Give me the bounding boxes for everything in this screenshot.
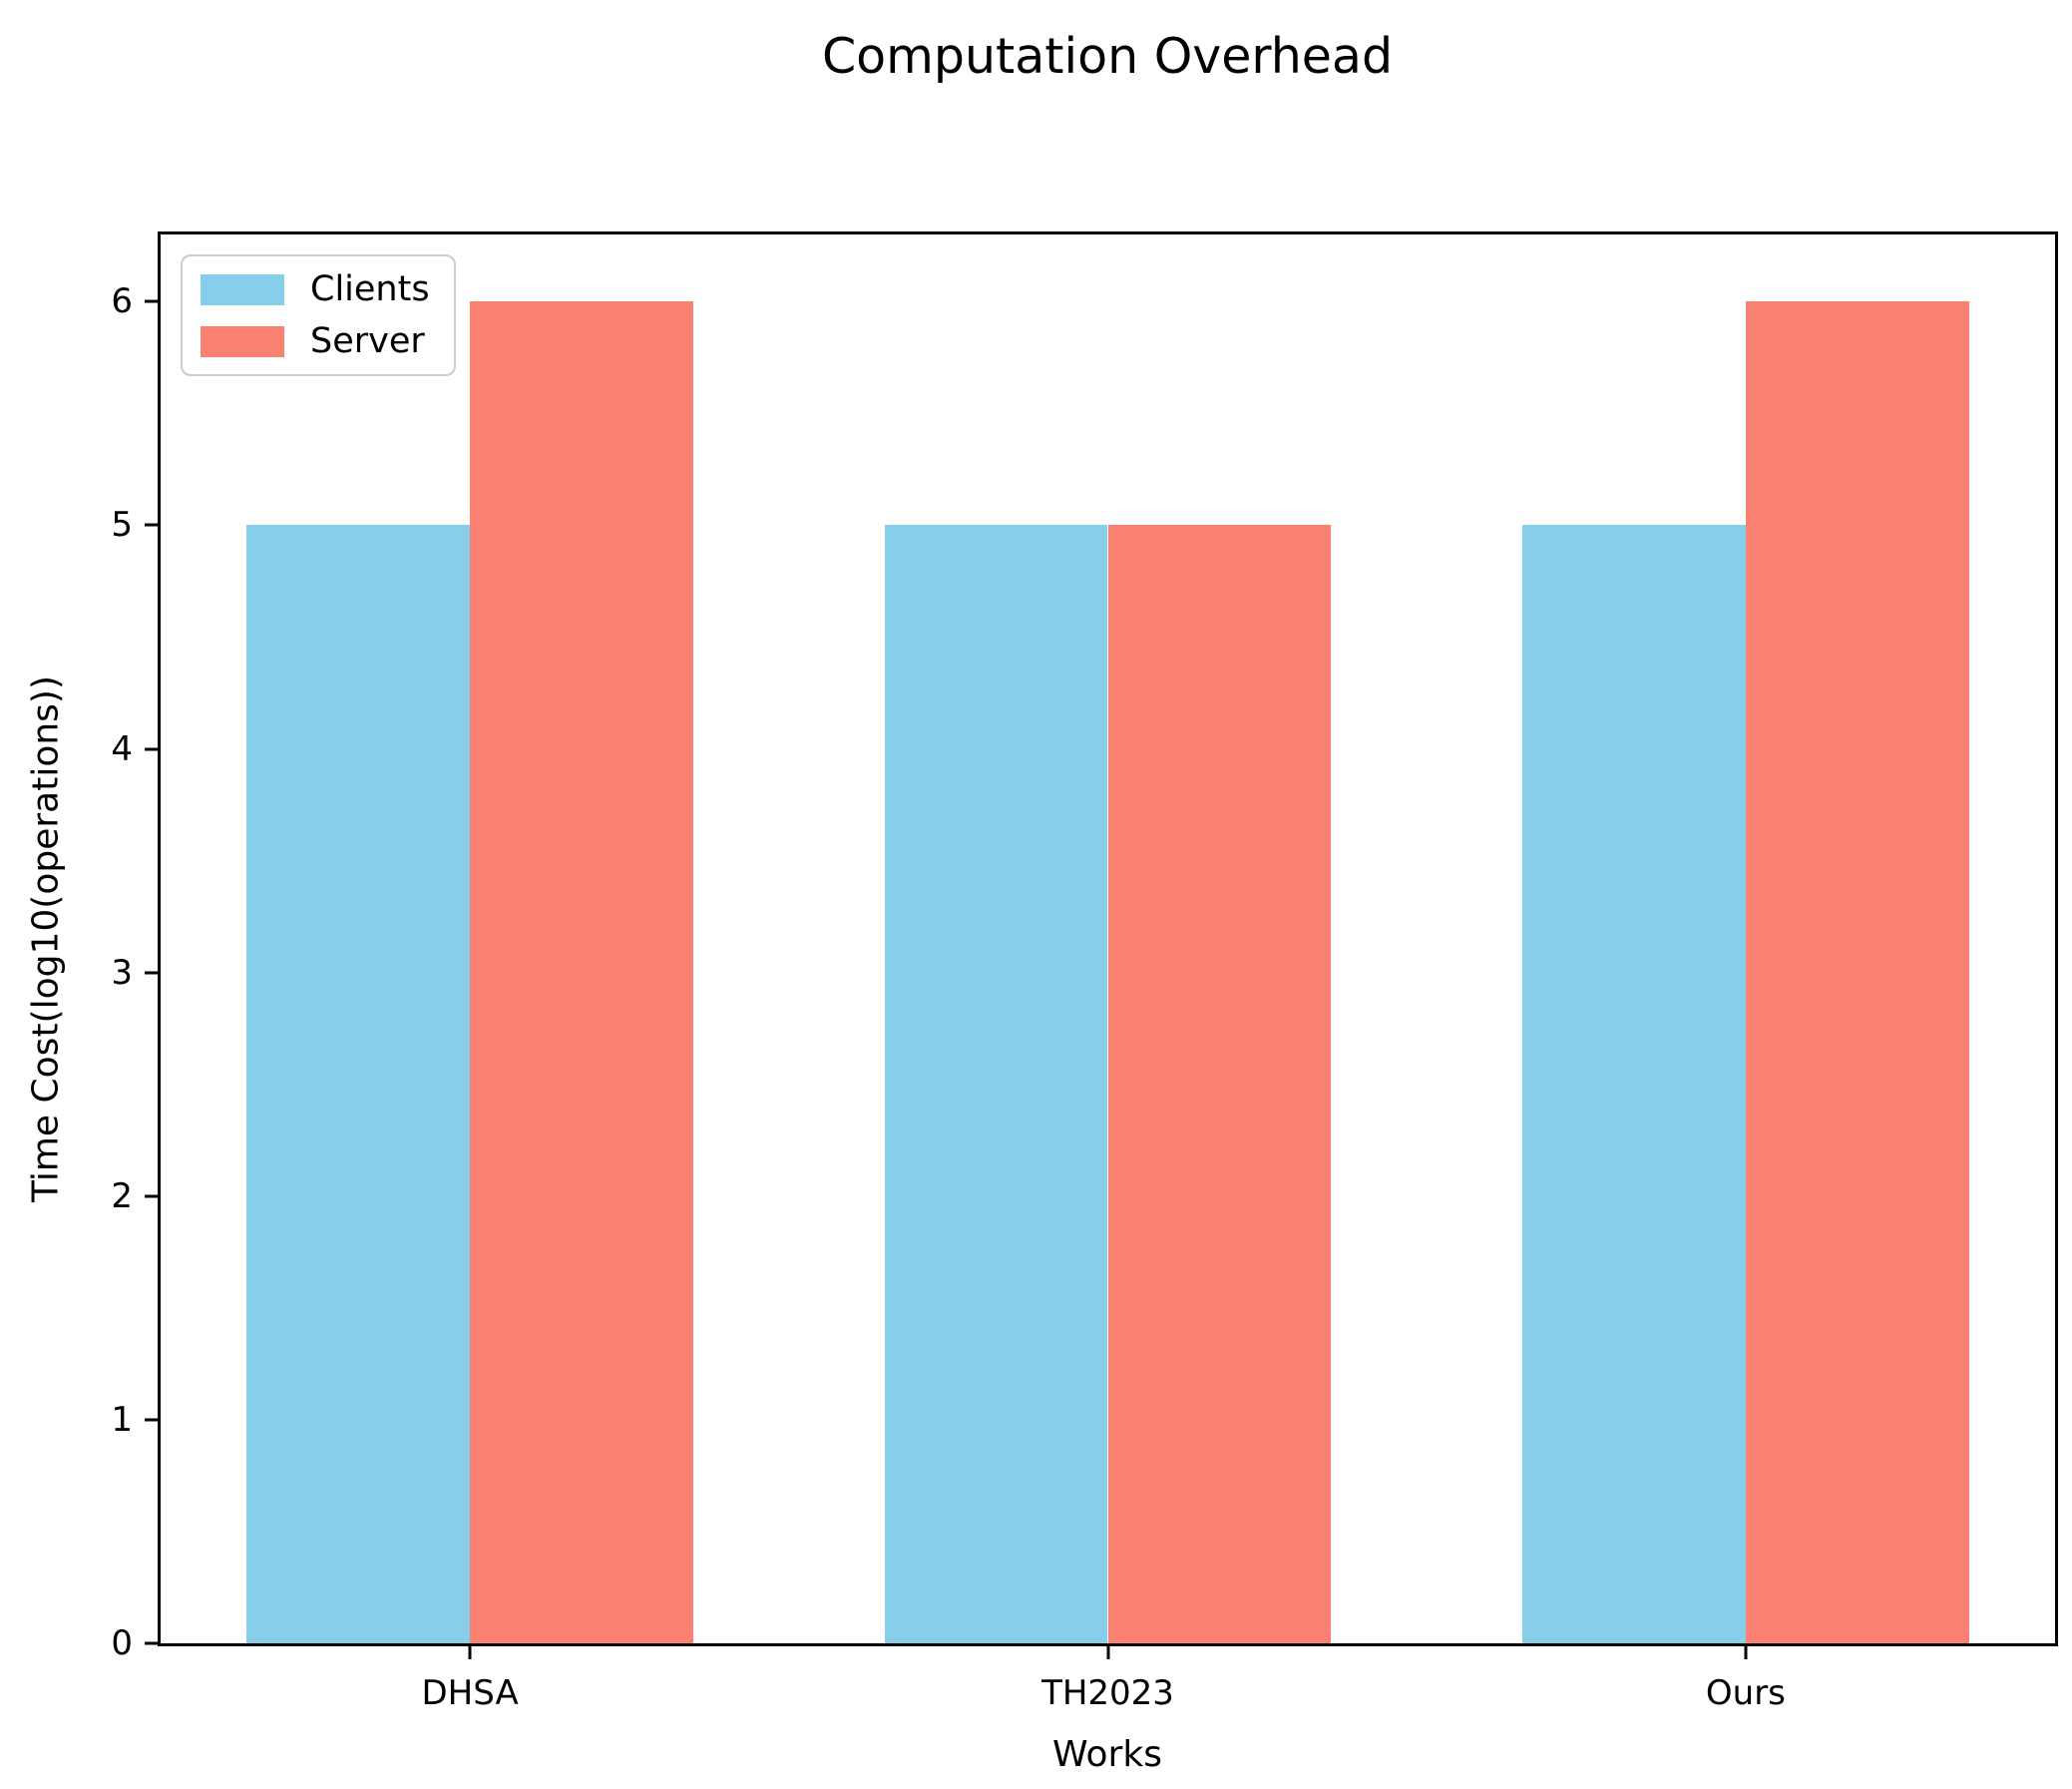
y-tick-label-2: 2 <box>111 1175 133 1216</box>
y-tick-mark-6 <box>145 299 158 303</box>
y-tick-label-5: 5 <box>111 505 133 546</box>
legend-label-clients: Clients <box>310 269 430 309</box>
x-tick-mark-ours <box>1744 1646 1748 1659</box>
x-axis-label: Works <box>1052 1734 1162 1775</box>
y-tick-label-4: 4 <box>111 728 133 769</box>
legend-label-server: Server <box>310 321 425 361</box>
y-tick-mark-5 <box>145 523 158 527</box>
legend-swatch-clients <box>201 273 284 305</box>
bar-clients-ours <box>1522 525 1746 1643</box>
y-tick-mark-3 <box>145 971 158 975</box>
legend: Clients Server <box>181 254 456 376</box>
y-tick-mark-1 <box>145 1418 158 1422</box>
y-tick-mark-2 <box>145 1194 158 1198</box>
y-tick-label-3: 3 <box>111 952 133 993</box>
bar-server-th2023 <box>1107 525 1332 1643</box>
x-tick-mark-dhsa <box>468 1646 472 1659</box>
y-tick-label-0: 0 <box>111 1623 133 1663</box>
chart-title: Computation Overhead <box>821 28 1394 85</box>
y-tick-label-1: 1 <box>111 1399 133 1440</box>
y-axis-label: Time Cost(log10(operations)) <box>25 674 67 1203</box>
legend-entry-clients: Clients <box>201 270 430 308</box>
plot-area: 0 1 2 3 4 5 6 DHSA TH2023 Ours Clients Server <box>111 231 2058 1713</box>
bar-clients-dhsa <box>246 525 471 1643</box>
legend-swatch-server <box>201 325 284 357</box>
y-tick-label-6: 6 <box>111 281 133 322</box>
legend-entry-server: Server <box>201 322 430 360</box>
x-tick-label-dhsa: DHSA <box>421 1673 519 1713</box>
x-tick-mark-th2023 <box>1106 1646 1109 1659</box>
x-tick-label-ours: Ours <box>1705 1673 1786 1713</box>
x-tick-label-th2023: TH2023 <box>1041 1673 1174 1713</box>
bar-server-ours <box>1745 301 1969 1643</box>
y-tick-mark-4 <box>145 747 158 750</box>
bar-server-dhsa <box>470 301 693 1643</box>
y-tick-mark-0 <box>145 1641 158 1645</box>
bar-clients-th2023 <box>884 525 1108 1643</box>
